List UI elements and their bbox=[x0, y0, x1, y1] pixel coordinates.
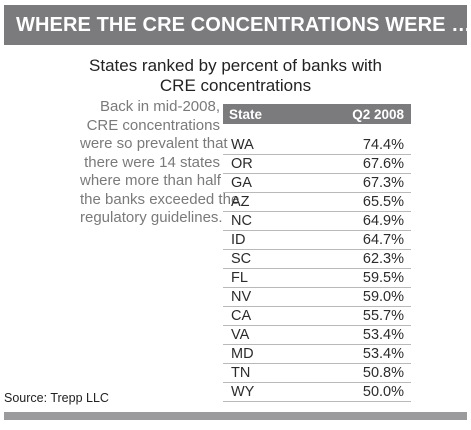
table-row: WY 50.0% bbox=[223, 383, 411, 402]
table-row: ID 64.7% bbox=[223, 231, 411, 250]
side-annotation-line: where more than half bbox=[80, 172, 221, 189]
value-cell: 67.3% bbox=[362, 175, 404, 191]
chart-subtitle: States ranked by percent of banks with C… bbox=[0, 56, 471, 96]
value-cell: 59.0% bbox=[362, 289, 404, 305]
table-row: NV 59.0% bbox=[223, 288, 411, 307]
state-cell: WA bbox=[231, 137, 254, 153]
state-cell: WY bbox=[231, 384, 255, 400]
state-cell: ID bbox=[231, 232, 246, 248]
table-row: FL 59.5% bbox=[223, 269, 411, 288]
table-row: MD 53.4% bbox=[223, 345, 411, 364]
table-row: GA 67.3% bbox=[223, 174, 411, 193]
side-annotation-line: Back in mid-2008, bbox=[99, 98, 220, 115]
column-header-state: State bbox=[229, 106, 263, 122]
value-cell: 62.3% bbox=[362, 251, 404, 267]
side-annotation-line: were so prevalent that bbox=[80, 135, 228, 152]
state-cell: AZ bbox=[231, 194, 250, 210]
value-cell: 59.5% bbox=[362, 270, 404, 286]
subtitle-line-2: CRE concentrations bbox=[159, 76, 312, 95]
state-cell: NV bbox=[231, 289, 252, 305]
value-cell: 53.4% bbox=[362, 346, 404, 362]
value-cell: 64.9% bbox=[362, 213, 404, 229]
value-cell: 53.4% bbox=[362, 327, 404, 343]
side-annotation-line: CRE concentrations bbox=[86, 116, 220, 134]
table-row: CA 55.7% bbox=[223, 307, 411, 326]
side-annotation-line: the banks exceeded the bbox=[80, 190, 240, 208]
table-body: WA 74.4% OR 67.6% GA 67.3% AZ 65.5% NC 64.9% ID 64.… bbox=[223, 136, 411, 402]
state-cell: MD bbox=[231, 346, 254, 362]
state-cell: GA bbox=[231, 175, 252, 191]
banner-title: WHERE THE CRE CONCENTRATIONS WERE … bbox=[4, 5, 471, 45]
table-row: AZ 65.5% bbox=[223, 193, 411, 212]
value-cell: 50.0% bbox=[362, 384, 404, 400]
state-cell: SC bbox=[231, 251, 252, 267]
state-cell: FL bbox=[231, 270, 248, 286]
value-cell: 74.4% bbox=[362, 137, 404, 153]
value-cell: 64.7% bbox=[362, 232, 404, 248]
table-row: VA 53.4% bbox=[223, 326, 411, 345]
side-annotation-line: regulatory guidelines. bbox=[80, 209, 223, 226]
value-cell: 67.6% bbox=[362, 156, 404, 172]
source-note: Source: Trepp LLC bbox=[4, 391, 109, 405]
value-cell: 55.7% bbox=[362, 308, 404, 324]
value-cell: 65.5% bbox=[362, 194, 404, 210]
subtitle-line-1: States ranked by percent of banks with bbox=[89, 56, 382, 75]
column-header-q2-2008: Q2 2008 bbox=[352, 106, 404, 122]
table-row: WA 74.4% bbox=[223, 136, 411, 155]
value-cell: 50.8% bbox=[362, 365, 404, 381]
table-row: OR 67.6% bbox=[223, 155, 411, 174]
bottom-rule bbox=[4, 412, 467, 420]
table-row: SC 62.3% bbox=[223, 250, 411, 269]
side-annotation-line: there were 14 states bbox=[84, 153, 220, 171]
state-cell: NC bbox=[231, 213, 252, 229]
table-header: State Q2 2008 bbox=[223, 104, 411, 124]
state-cell: TN bbox=[231, 365, 251, 381]
data-table: State Q2 2008 WA 74.4% OR 67.6% GA 67.3% AZ 65.… bbox=[223, 104, 411, 402]
state-cell: VA bbox=[231, 327, 250, 343]
side-annotation: Back in mid-2008, CRE concentrations wer… bbox=[80, 98, 240, 228]
state-cell: OR bbox=[231, 156, 253, 172]
state-cell: CA bbox=[231, 308, 252, 324]
table-row: NC 64.9% bbox=[223, 212, 411, 231]
table-row: TN 50.8% bbox=[223, 364, 411, 383]
